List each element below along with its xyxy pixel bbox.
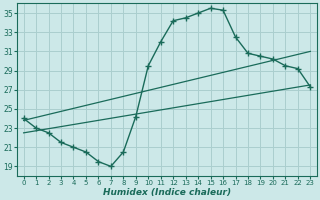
X-axis label: Humidex (Indice chaleur): Humidex (Indice chaleur) xyxy=(103,188,231,197)
